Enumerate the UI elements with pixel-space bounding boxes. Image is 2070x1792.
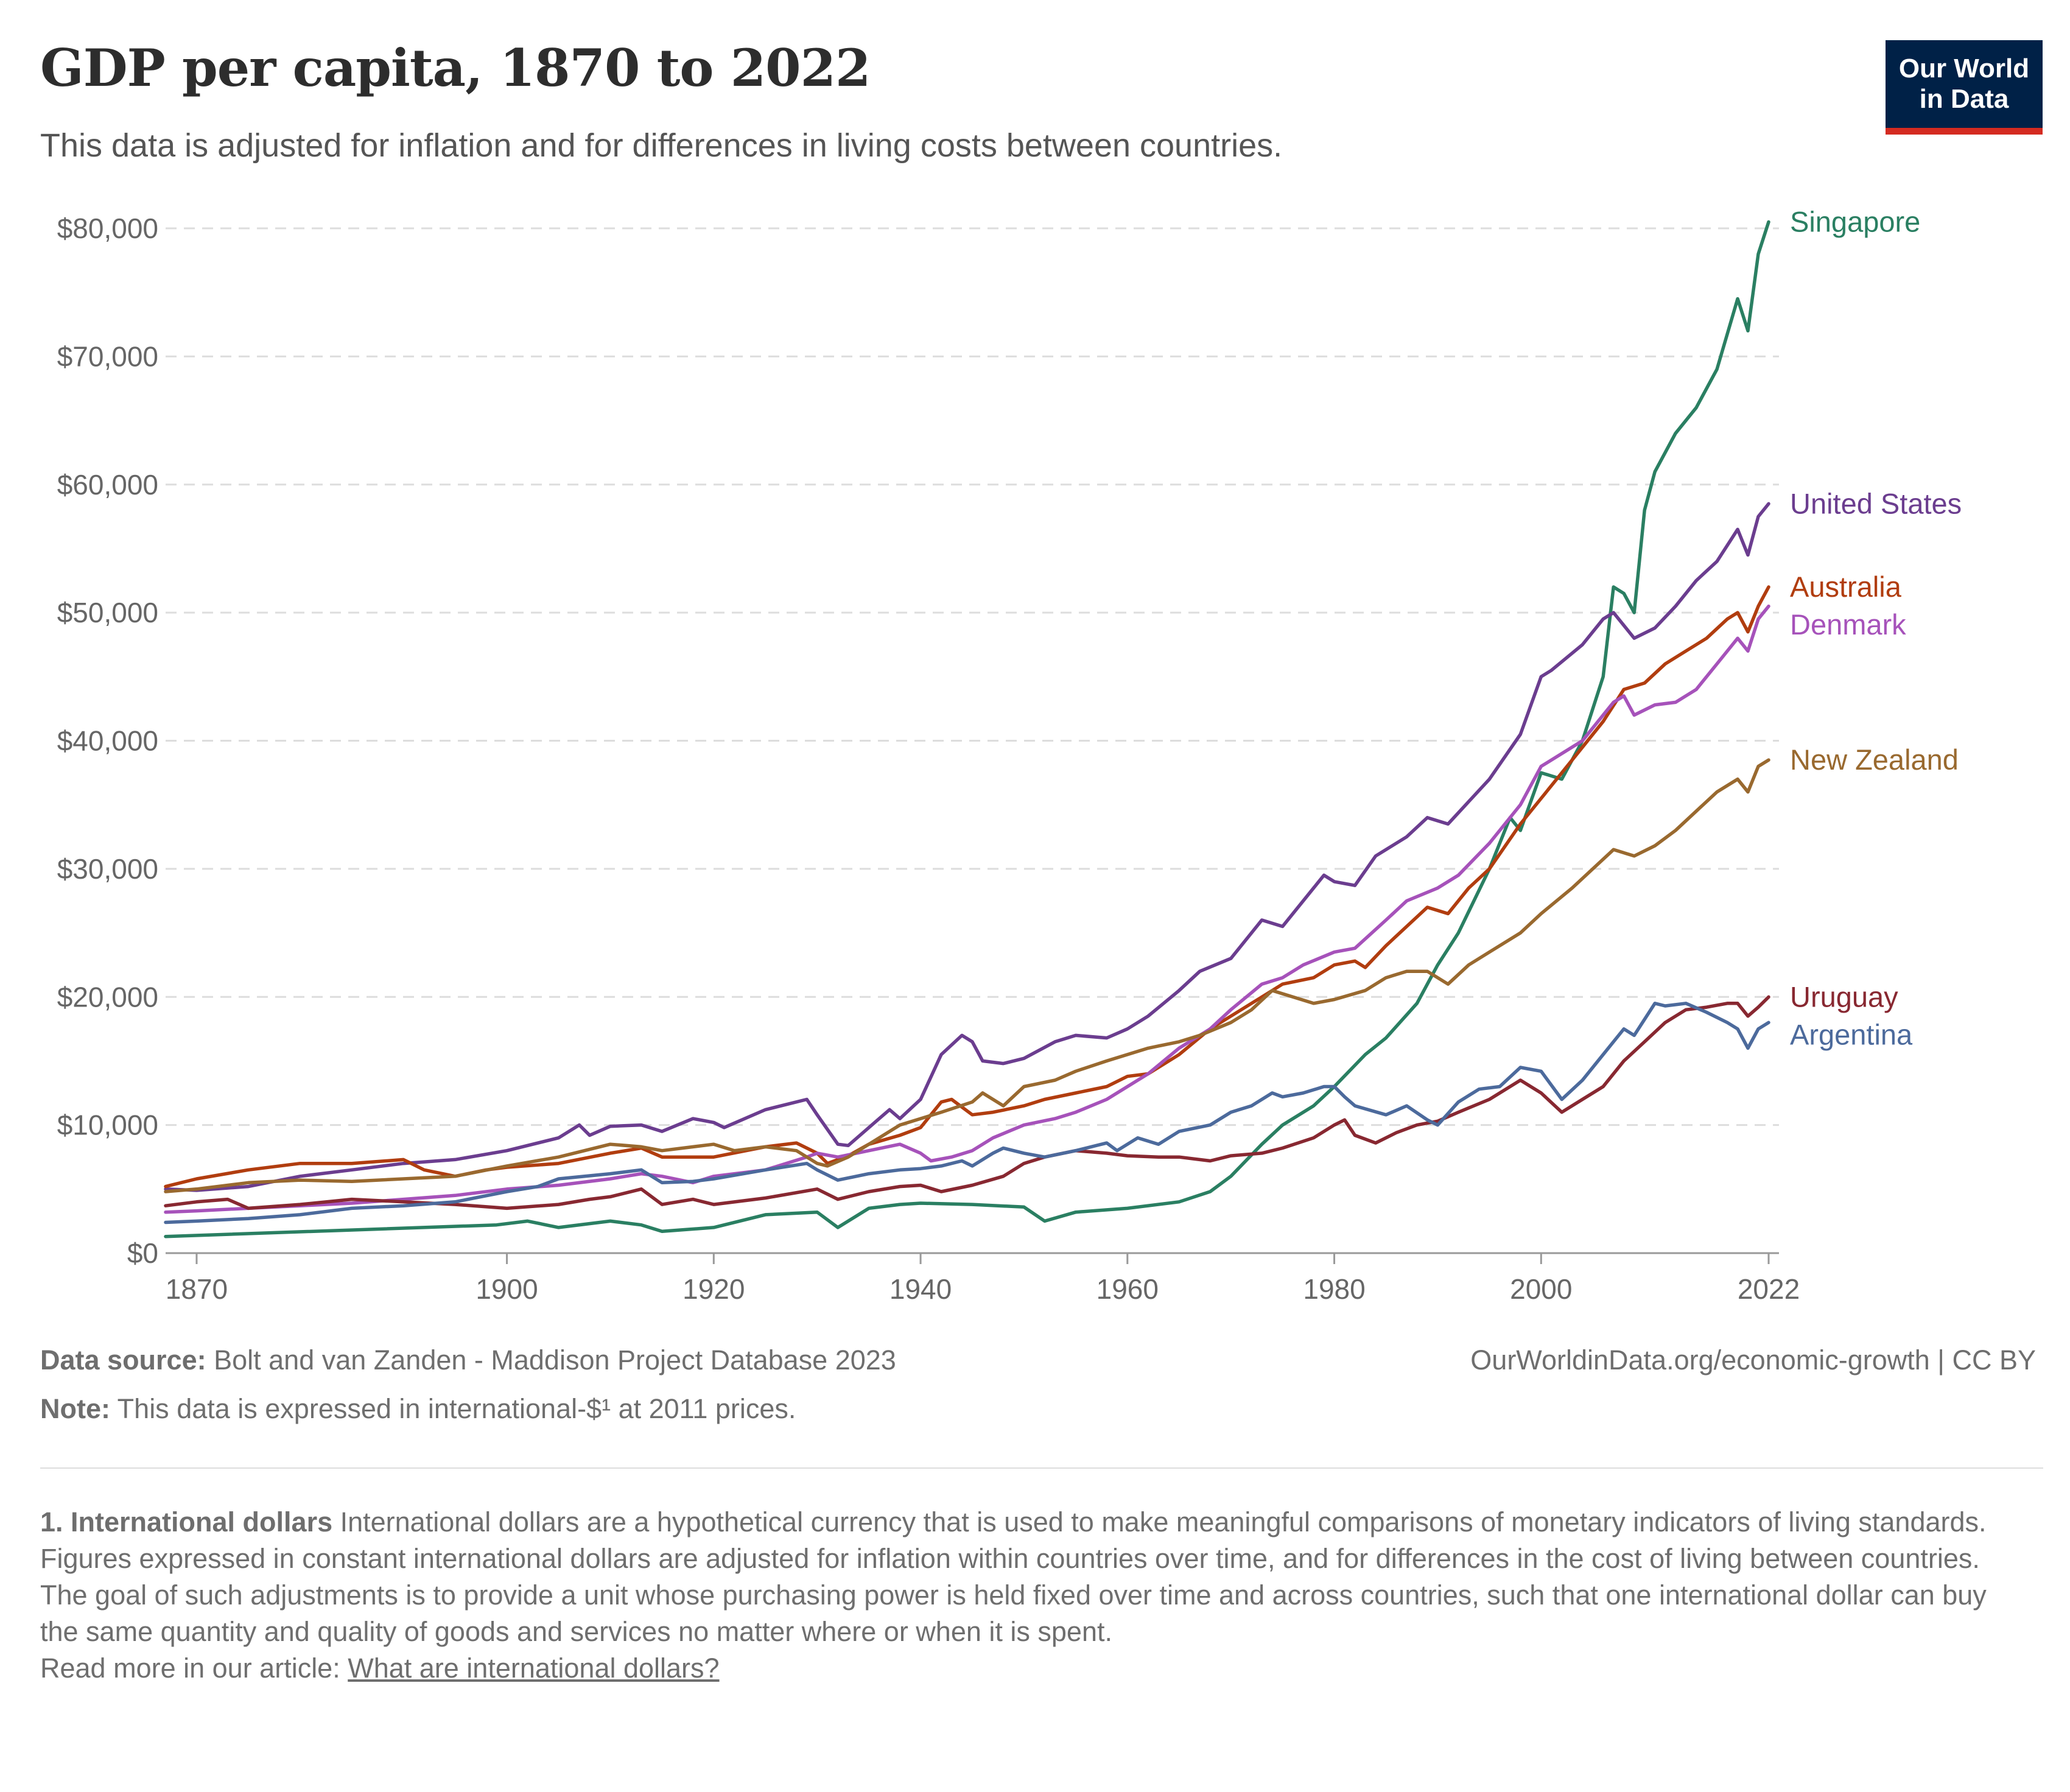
series-label-denmark[interactable]: Denmark (1790, 608, 1906, 641)
page-title: GDP per capita, 1870 to 2022 (40, 38, 871, 98)
logo-line-2: in Data (1919, 84, 2009, 114)
note-label: Note: (40, 1393, 110, 1424)
footer-divider (40, 1467, 2043, 1469)
footnote-text-2: Figures expressed in constant internatio… (40, 1543, 1980, 1574)
series-label-singapore[interactable]: Singapore (1790, 205, 1920, 237)
footnote-text-3: The goal of such adjustments is to provi… (40, 1579, 1987, 1647)
y-tick-label: $10,000 (57, 1109, 158, 1141)
series-line-australia[interactable] (164, 585, 1770, 1189)
page-subtitle: This data is adjusted for inflation and … (40, 127, 1283, 164)
series-line-new-zealand[interactable] (164, 758, 1770, 1193)
grid-lines (166, 227, 1779, 1254)
data-source-label: Data source: (40, 1344, 206, 1376)
x-tick-label: 1870 (166, 1273, 228, 1305)
series-line-argentina[interactable] (164, 1002, 1770, 1225)
series-line-denmark[interactable] (164, 604, 1770, 1214)
chart-note: Note: This data is expressed in internat… (40, 1393, 796, 1425)
series-lines (164, 220, 1770, 1239)
y-tick-label: $80,000 (57, 213, 158, 244)
footnote-read-more: Read more in our article: What are inter… (40, 1650, 1988, 1687)
y-tick-label: $40,000 (57, 725, 158, 757)
series-label-new-zealand[interactable]: New Zealand (1790, 743, 1959, 776)
x-tick-label: 2000 (1510, 1273, 1572, 1305)
series-label-australia[interactable]: Australia (1790, 571, 1902, 603)
footnote-paragraph-1: 1. International dollars International d… (40, 1504, 1988, 1541)
logo-line-1: Our World (1898, 54, 2030, 83)
series-labels: Singapore United States Australia Denmark Ne… (1790, 205, 1962, 1050)
series-line-united-states[interactable] (164, 502, 1770, 1192)
x-tick-label: 1940 (889, 1273, 952, 1305)
y-tick-label: $60,000 (57, 469, 158, 501)
series-label-united-states[interactable]: United States (1790, 487, 1962, 519)
source-link[interactable]: OurWorldinData.org/economic-growth | CC … (1470, 1344, 2036, 1376)
x-axis: 1870 1900 1920 1940 1960 1980 2000 2022 (166, 1253, 1800, 1305)
y-axis: $0 $10,000 $20,000 $30,000 $40,000 $50,000 $60… (57, 213, 158, 1269)
series-line-singapore[interactable] (164, 220, 1770, 1239)
series-label-uruguay[interactable]: Uruguay (1790, 980, 1898, 1013)
x-tick-label: 1920 (682, 1273, 745, 1305)
data-source: Data source: Bolt and van Zanden - Maddi… (40, 1344, 896, 1376)
international-dollars-link[interactable]: What are international dollars? (348, 1653, 720, 1684)
note-text: This data is expressed in international-… (110, 1393, 796, 1424)
series-label-argentina[interactable]: Argentina (1790, 1018, 1913, 1050)
x-tick-label: 2022 (1738, 1273, 1800, 1305)
x-tick-label: 1980 (1303, 1273, 1365, 1305)
footnote-title: 1. International dollars (40, 1506, 333, 1537)
x-tick-label: 1960 (1096, 1273, 1159, 1305)
footnote-text-1: International dollars are a hypothetical… (332, 1506, 1987, 1537)
y-tick-label: $70,000 (57, 340, 158, 372)
footnote: 1. International dollars International d… (40, 1504, 1988, 1687)
owid-logo[interactable]: Our World in Data (1886, 40, 2043, 135)
y-tick-label: $50,000 (57, 597, 158, 628)
y-tick-label: $20,000 (57, 981, 158, 1013)
y-tick-label: $30,000 (57, 853, 158, 885)
line-chart: $0 $10,000 $20,000 $30,000 $40,000 $50,000 $60… (57, 205, 1962, 1305)
data-source-text: Bolt and van Zanden - Maddison Project D… (206, 1344, 896, 1376)
read-more-label: Read more in our article: (40, 1653, 348, 1684)
x-tick-label: 1900 (475, 1273, 538, 1305)
series-line-uruguay[interactable] (164, 995, 1770, 1210)
y-tick-label: $0 (127, 1237, 158, 1269)
